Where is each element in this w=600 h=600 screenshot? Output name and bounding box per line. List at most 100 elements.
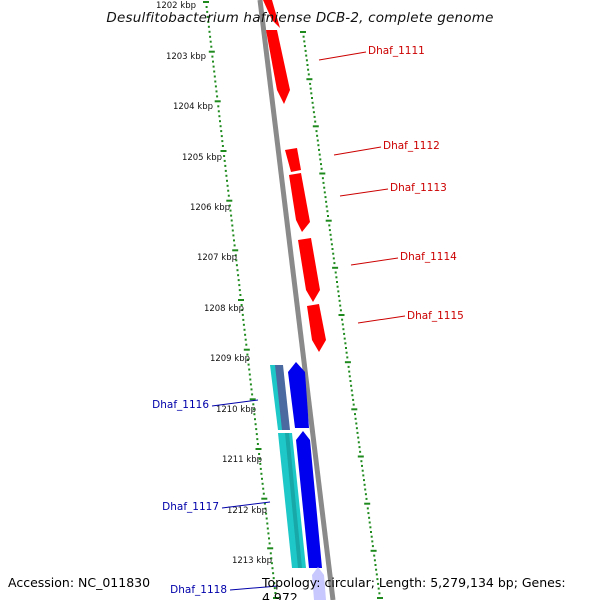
ruler-minor-tick [266, 527, 269, 530]
ruler-minor-tick [261, 477, 263, 480]
ruler-minor-tick [376, 578, 379, 581]
ruler-minor-tick [307, 73, 310, 76]
ruler-minor-tick [220, 130, 223, 133]
ruler-major-tick [226, 199, 233, 202]
ruler-minor-tick [336, 285, 339, 288]
ruler-minor-tick [362, 474, 365, 477]
ruler-minor-tick [217, 105, 220, 108]
ruler-minor-tick [241, 308, 244, 311]
ruler-minor-tick [207, 25, 210, 28]
ruler-minor-tick [255, 428, 258, 431]
ruler-minor-tick [234, 254, 237, 257]
gene-label-dhaf-1118[interactable]: Dhaf_1118 [170, 584, 227, 596]
ruler-minor-tick [305, 59, 308, 62]
forward-strand-genes [263, 0, 326, 352]
gene-label-dhaf-1115[interactable]: Dhaf_1115 [407, 310, 464, 322]
ruler-major-tick [338, 314, 345, 316]
ruler-major-tick [370, 549, 377, 552]
ruler-minor-tick [336, 281, 338, 283]
ruler-minor-tick [209, 40, 212, 43]
ruler-minor-tick [212, 65, 215, 68]
ruler-minor-tick [251, 393, 254, 396]
ruler-minor-tick [305, 54, 308, 57]
gene-label-dhaf-1117[interactable]: Dhaf_1117 [162, 501, 219, 513]
gene-label-dhaf-1112[interactable]: Dhaf_1112 [383, 140, 440, 152]
ruler-minor-tick [343, 332, 346, 335]
ruler-minor-tick [348, 375, 351, 378]
ruler-minor-tick [328, 229, 331, 232]
gene-block-faded-blue [312, 567, 326, 600]
ruler-minor-tick [247, 363, 250, 366]
ruler-minor-tick [233, 244, 236, 247]
ruler-minor-tick [338, 299, 341, 302]
ruler-label: 1210 kbp [216, 405, 256, 415]
ruler-minor-tick [208, 30, 211, 33]
ruler-minor-tick [339, 309, 342, 312]
ruler-minor-tick [350, 389, 353, 392]
ruler-minor-tick [246, 353, 249, 356]
ruler-minor-tick [377, 587, 380, 590]
ruler-minor-tick [237, 279, 240, 282]
gene-label-dhaf-1114[interactable]: Dhaf_1114 [400, 251, 457, 263]
gene-arrow-red [285, 148, 301, 172]
gene-label-dhaf-1116[interactable]: Dhaf_1116 [152, 399, 209, 411]
ruler-minor-tick [221, 145, 224, 147]
ruler-minor-tick [262, 487, 265, 490]
ruler-major-tick [261, 497, 268, 500]
ruler-minor-tick [273, 587, 276, 590]
gene-block-cyan-shade [285, 433, 302, 568]
ruler-major-tick [238, 299, 244, 301]
ruler-minor-tick [268, 542, 271, 545]
ruler-major-tick [267, 547, 274, 550]
ruler-minor-tick [307, 68, 310, 71]
ruler-minor-tick [213, 70, 216, 73]
ruler-minor-tick [244, 338, 247, 341]
ruler-minor-tick [269, 552, 272, 555]
ruler-minor-tick [341, 323, 344, 326]
ruler-minor-tick [221, 140, 224, 143]
ruler-minor-tick [348, 370, 351, 373]
ruler-minor-tick [219, 120, 221, 123]
ruler-minor-tick [260, 472, 263, 475]
ruler-minor-tick [223, 155, 226, 157]
ruler-minor-tick [373, 554, 376, 557]
ruler-minor-tick [328, 224, 331, 227]
ruler-minor-tick [227, 194, 230, 197]
ruler-minor-tick [206, 10, 209, 13]
ruler-minor-tick [226, 184, 229, 187]
ruler-label: 1204 kbp [173, 102, 213, 112]
ruler-major-tick [203, 1, 209, 3]
gene-arrow-red [307, 304, 326, 352]
ruler-label: 1212 kbp [227, 506, 267, 516]
ruler-minor-tick [347, 365, 350, 368]
ruler-minor-tick [262, 492, 265, 495]
ruler-major-tick [325, 219, 332, 222]
ruler-minor-tick [316, 134, 319, 137]
ruler-minor-tick [214, 85, 217, 88]
ruler-minor-tick [252, 403, 255, 406]
ruler-minor-tick [228, 204, 231, 207]
ruler-minor-tick [319, 158, 322, 161]
ruler-label: 1205 kbp [182, 153, 222, 163]
ruler-major-tick [208, 50, 215, 53]
ruler-major-tick [306, 78, 313, 81]
ruler-major-tick [351, 408, 358, 411]
ruler-minor-tick [350, 384, 353, 387]
ruler-minor-tick [231, 229, 234, 232]
ruler-minor-tick [312, 111, 315, 114]
ruler-major-tick [357, 455, 364, 458]
ruler-minor-tick [349, 380, 352, 382]
ruler-major-tick [249, 398, 256, 401]
gene-block-slate [275, 365, 290, 430]
gene-label-dhaf-1113[interactable]: Dhaf_1113 [390, 182, 447, 194]
ruler-minor-tick [272, 572, 275, 575]
ruler-minor-tick [224, 164, 227, 167]
ruler-minor-tick [271, 567, 274, 570]
leader-line [357, 315, 406, 324]
ruler-minor-tick [256, 443, 259, 445]
ruler-minor-tick [239, 294, 242, 296]
leader-line [229, 585, 279, 591]
gene-label-dhaf-1111[interactable]: Dhaf_1111 [368, 45, 425, 57]
ruler-major-tick [300, 31, 306, 33]
